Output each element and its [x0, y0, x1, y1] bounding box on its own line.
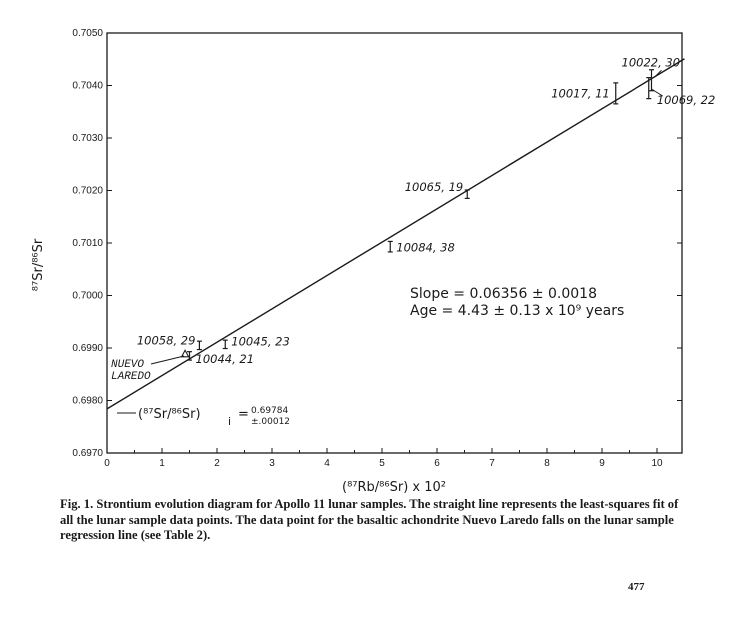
x-tick-label: 10 — [651, 458, 663, 469]
regression-line — [106, 58, 685, 410]
intercept-subscript: i — [228, 415, 231, 428]
label-leader — [651, 88, 664, 97]
x-tick-label: 9 — [599, 458, 605, 469]
sample-label: 10069, 22 — [657, 93, 716, 107]
x-tick-label: 0 — [104, 458, 110, 469]
x-tick-label: 2 — [214, 458, 220, 469]
x-tick-label: 6 — [434, 458, 440, 469]
y-tick-label: 0.6980 — [72, 396, 103, 407]
x-tick-label: 1 — [159, 458, 165, 469]
meteorite-leader-line — [150, 355, 185, 365]
y-tick-label: 0.7020 — [72, 186, 103, 197]
strontium-evolution-chart: 0 1 2 3 4 5 6 7 8 9 10 0.6970 0.6980 0.6990 0.7000 0.7… — [31, 28, 715, 495]
y-tick-label: 0.7050 — [72, 28, 103, 39]
intercept-equals: = — [238, 407, 249, 422]
sample-label: 10017, 11 — [551, 86, 610, 100]
sample-label: 10044, 21 — [196, 352, 255, 366]
age-annotation: Age = 4.43 ± 0.13 x 10⁹ years — [410, 303, 624, 319]
y-axis-ticks: 0.6970 0.6980 0.6990 0.7000 0.7010 0.7020 0.70… — [72, 28, 682, 459]
data-points: 10058, 29 10045, 23 10044, 21 10084, 38 1006… — [137, 55, 715, 366]
intercept-label: (⁸⁷Sr/⁸⁶Sr) — [138, 407, 201, 422]
sample-label: 10058, 29 — [137, 333, 196, 347]
slope-annotation: Slope = 0.06356 ± 0.0018 — [410, 286, 597, 302]
sample-label: 10045, 23 — [231, 334, 290, 348]
figure-caption: Fig. 1. Strontium evolution diagram for … — [60, 497, 679, 542]
y-tick-label: 0.6970 — [72, 448, 103, 459]
intercept-error: ±.00012 — [251, 417, 290, 427]
sample-label: 10065, 19 — [405, 180, 464, 194]
meteorite-label-line2: LAREDO — [111, 371, 151, 383]
x-tick-label: 8 — [544, 458, 550, 469]
label-leader — [654, 69, 662, 78]
y-tick-label: 0.6990 — [72, 343, 103, 354]
meteorite-label-line1: NUEVO — [111, 359, 144, 371]
intercept-value: 0.69784 — [251, 406, 288, 416]
x-tick-label: 4 — [324, 458, 330, 469]
y-tick-label: 0.7000 — [72, 291, 103, 302]
y-tick-label: 0.7040 — [72, 81, 103, 92]
x-axis-ticks: 0 1 2 3 4 5 6 7 8 9 10 — [104, 448, 663, 469]
y-tick-label: 0.7030 — [72, 133, 103, 144]
y-axis-label: ⁸⁷Sr/⁸⁶Sr — [31, 238, 46, 291]
x-tick-label: 3 — [269, 458, 275, 469]
page-number: 477 — [628, 581, 645, 593]
x-tick-label: 5 — [379, 458, 385, 469]
meteorite-point — [180, 349, 190, 358]
sample-label: 10084, 38 — [396, 241, 455, 255]
sample-label: 10022, 30 — [622, 55, 681, 69]
y-tick-label: 0.7010 — [72, 238, 103, 249]
x-axis-label: (⁸⁷Rb/⁸⁶Sr) x 10² — [342, 480, 446, 495]
x-tick-label: 7 — [489, 458, 495, 469]
